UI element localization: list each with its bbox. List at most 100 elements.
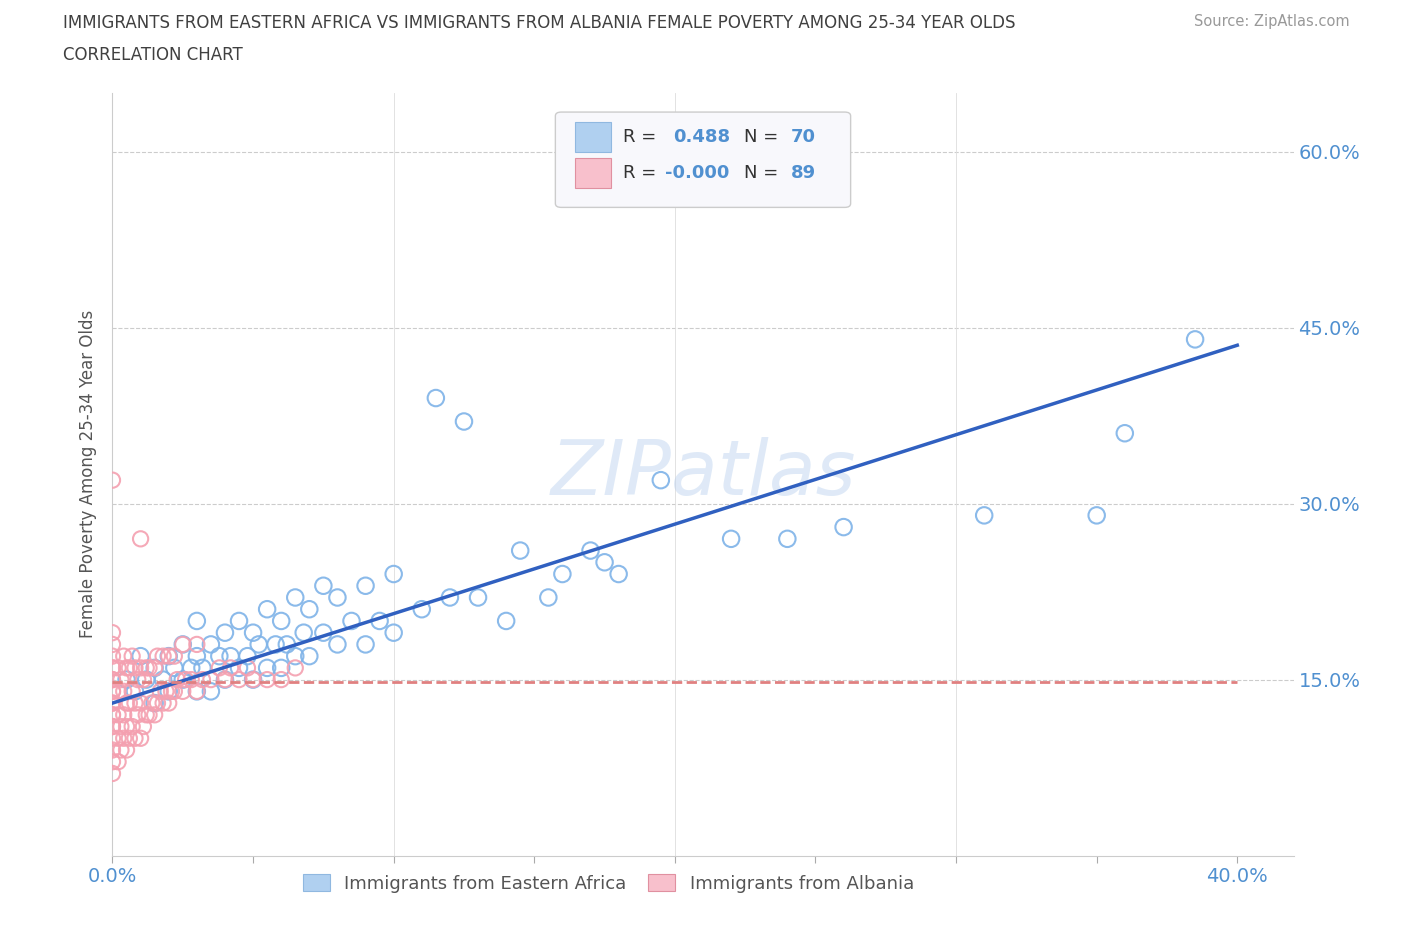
Point xyxy=(138,708,160,723)
Point xyxy=(200,672,222,687)
FancyBboxPatch shape xyxy=(575,158,610,189)
Point xyxy=(101,719,124,734)
Point xyxy=(172,637,194,652)
Point xyxy=(174,672,197,687)
Point xyxy=(832,520,855,535)
Point xyxy=(276,637,298,652)
Point xyxy=(172,637,194,652)
Point xyxy=(425,391,447,405)
Point xyxy=(186,614,208,629)
Point xyxy=(101,742,124,757)
Point xyxy=(242,625,264,640)
Point xyxy=(115,696,138,711)
Point xyxy=(214,672,236,687)
Point xyxy=(256,660,278,675)
Legend: Immigrants from Eastern Africa, Immigrants from Albania: Immigrants from Eastern Africa, Immigran… xyxy=(295,868,921,900)
Text: CORRELATION CHART: CORRELATION CHART xyxy=(63,46,243,64)
Point xyxy=(135,672,157,687)
Point xyxy=(973,508,995,523)
Point xyxy=(157,696,180,711)
Point xyxy=(340,614,363,629)
Point xyxy=(138,660,160,675)
Point xyxy=(121,719,143,734)
Point xyxy=(121,684,143,698)
Point xyxy=(292,625,315,640)
Point xyxy=(152,672,174,687)
Text: R =: R = xyxy=(623,164,657,182)
Point xyxy=(101,684,124,698)
Point xyxy=(101,625,124,640)
Point xyxy=(312,578,335,593)
Point xyxy=(135,660,157,675)
Point xyxy=(537,590,560,604)
Point xyxy=(1184,332,1206,347)
Point xyxy=(129,696,152,711)
Point xyxy=(127,672,149,687)
Point xyxy=(382,566,405,581)
Point xyxy=(112,708,135,723)
Point xyxy=(270,614,292,629)
Point xyxy=(129,660,152,675)
Point xyxy=(163,660,186,675)
Point xyxy=(101,672,124,687)
Point xyxy=(101,754,124,769)
Point xyxy=(101,672,124,687)
Point xyxy=(236,660,259,675)
Point xyxy=(101,696,124,711)
Point xyxy=(149,684,172,698)
Point xyxy=(219,649,242,664)
Point xyxy=(312,625,335,640)
Point xyxy=(368,614,391,629)
Point xyxy=(180,672,202,687)
Text: ZIPatlas: ZIPatlas xyxy=(550,437,856,512)
Point xyxy=(101,719,124,734)
Text: R =: R = xyxy=(623,128,657,146)
Point xyxy=(228,672,250,687)
Point xyxy=(101,649,124,664)
Point xyxy=(101,472,124,487)
Point xyxy=(152,696,174,711)
Point xyxy=(163,649,186,664)
Point xyxy=(124,731,146,746)
Point xyxy=(214,625,236,640)
Point xyxy=(200,684,222,698)
Point xyxy=(200,637,222,652)
Point xyxy=(107,731,129,746)
Text: N =: N = xyxy=(744,128,779,146)
Point xyxy=(124,660,146,675)
Point xyxy=(163,684,186,698)
Text: IMMIGRANTS FROM EASTERN AFRICA VS IMMIGRANTS FROM ALBANIA FEMALE POVERTY AMONG 2: IMMIGRANTS FROM EASTERN AFRICA VS IMMIGR… xyxy=(63,14,1015,32)
Y-axis label: Female Poverty Among 25-34 Year Olds: Female Poverty Among 25-34 Year Olds xyxy=(79,311,97,638)
Point xyxy=(160,684,183,698)
Point xyxy=(172,684,194,698)
Point xyxy=(115,660,138,675)
Point xyxy=(152,649,174,664)
Point xyxy=(270,672,292,687)
Text: Source: ZipAtlas.com: Source: ZipAtlas.com xyxy=(1194,14,1350,29)
Point xyxy=(551,566,574,581)
Point xyxy=(284,590,307,604)
Text: 0.488: 0.488 xyxy=(673,128,731,146)
Point xyxy=(439,590,461,604)
Point xyxy=(157,649,180,664)
Point xyxy=(326,637,349,652)
Point xyxy=(1085,508,1108,523)
Point xyxy=(298,602,321,617)
Point xyxy=(118,696,141,711)
Text: 70: 70 xyxy=(790,128,815,146)
Point xyxy=(284,649,307,664)
Point xyxy=(101,696,124,711)
Point xyxy=(219,660,242,675)
Point xyxy=(186,637,208,652)
Point xyxy=(101,684,124,698)
Point xyxy=(112,684,135,698)
Point xyxy=(110,719,132,734)
Text: N =: N = xyxy=(744,164,779,182)
Point xyxy=(118,660,141,675)
Point xyxy=(720,531,742,546)
FancyBboxPatch shape xyxy=(555,113,851,207)
Point xyxy=(101,660,124,675)
Point xyxy=(132,672,155,687)
Point xyxy=(208,649,231,664)
Point xyxy=(228,660,250,675)
